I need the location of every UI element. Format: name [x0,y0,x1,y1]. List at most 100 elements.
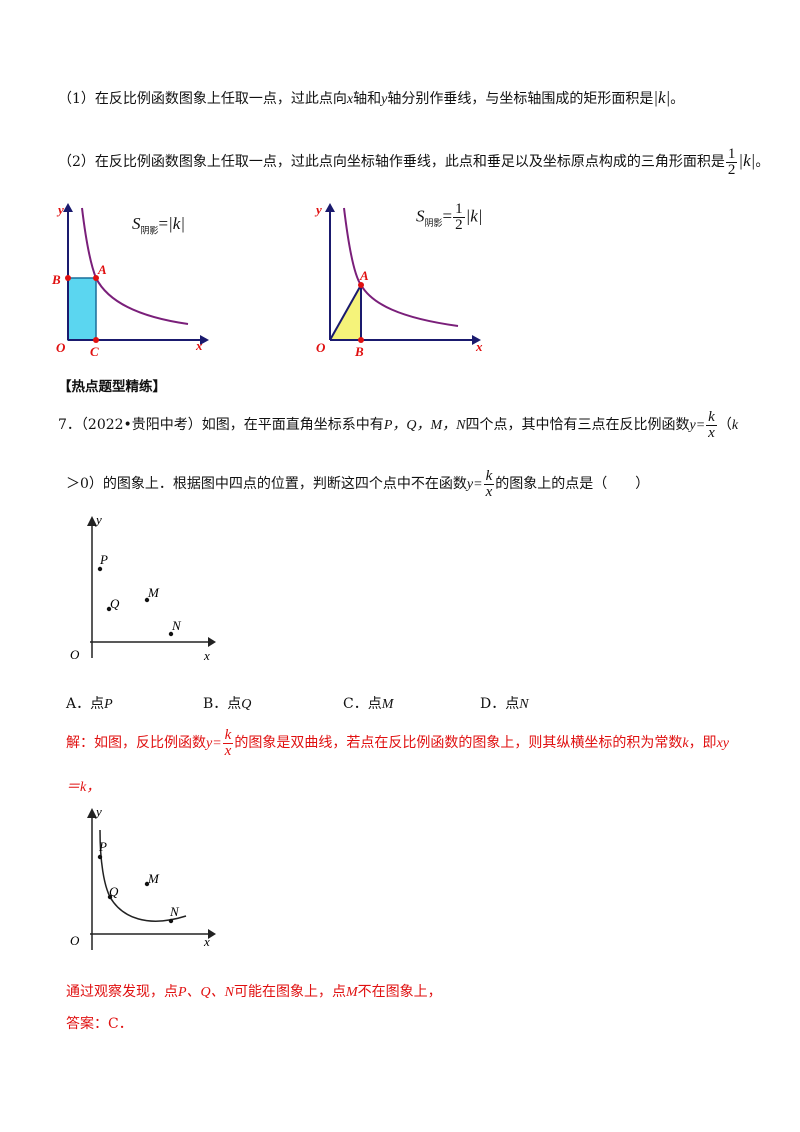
solution-num: k [224,726,232,743]
x-label: x [195,338,203,353]
option-c-point: M [381,697,394,712]
option-d-point: N [519,697,529,712]
question-line1-tail: （ [717,417,732,433]
y-label: y [94,804,102,819]
x-label: x [475,339,483,354]
observe-a: 通过观察发现，点 [66,984,178,1000]
point-b-label: B [51,272,61,287]
x-label: x [203,648,210,663]
point-p-dot [97,566,103,572]
question-points: P，Q，M，N [383,418,466,433]
question-func-y: y= [689,418,706,433]
x-axis-arrow [208,637,216,647]
solution-observation: 通过观察发现，点P、Q、N可能在图象上，点M不在图象上， [66,981,442,1001]
y-axis-arrow [87,808,97,818]
point-n-dot [168,918,174,924]
point-q-label: Q [110,596,120,611]
option-c-letter: C．点 [343,696,382,712]
observe-c: 不在图象上， [357,984,442,1000]
item-2-num: 1 [727,145,736,162]
solution-func-y: y= [206,736,222,751]
point-m-label: M [147,585,160,600]
question-den-2: x [483,483,495,500]
y-axis-arrow [325,203,335,212]
question-k: k [731,418,739,433]
option-c[interactable]: C．点M [343,693,393,713]
point-p-label: P [99,552,108,567]
solution-line-1: 解：如图，反比例函数y= k x 的图象是双曲线，若点在反比例函数的图象上，则其纵横坐… [66,724,729,763]
solution-figure: y x O P Q M N [70,804,216,950]
solution-answer: 答案：C． [66,1016,133,1032]
option-a-letter: A．点 [66,696,105,712]
solution-line1-a: 解：如图，反比例函数 [66,735,206,751]
observe-m: M [346,985,358,1000]
item-1-x: x [346,92,354,107]
formula-rectangle: S阴影=|k| [132,214,185,236]
option-b[interactable]: B．点Q [203,693,251,713]
point-p-dot [97,854,103,860]
origin-label: O [70,933,80,948]
question-den: x [706,424,717,441]
formula-sub: 阴影 [424,218,443,229]
formula-den: 2 [453,217,465,233]
option-d[interactable]: D．点N [480,693,529,713]
item-2-den: 2 [725,161,738,178]
x-axis-arrow [208,929,216,939]
option-b-point: Q [241,697,252,712]
formula-val: |k| [465,206,483,226]
question-line-2: ＞0）的图象上．根据图中四点的位置，判断这四个点中不在函数y= k x 的图象上的点是… [66,467,649,502]
point-b-label: B [354,344,364,359]
observe-points: P、Q、N [178,985,234,1000]
item-2-text: （2）在反比例函数图象上任取一点，过此点向坐标轴作垂线，此点和垂足以及坐标原点构… [58,154,725,170]
point-q-dot [107,894,113,900]
option-a[interactable]: A．点P [66,693,113,713]
point-m-dot [144,881,150,887]
option-d-letter: D．点 [480,696,520,712]
point-n-dot [168,631,174,637]
point-p-label: P [98,839,107,854]
item-1-prefix: （1）在反比例函数图象上任取一点，过此点向 [58,91,347,107]
point-a-dot [93,275,99,281]
figure-triangle: y x O A B [314,202,483,359]
point-a-label: A [359,268,369,283]
y-label: y [94,512,102,527]
y-label: y [314,202,322,217]
item-1-mid1: 轴和 [353,91,382,107]
item-2-end: 。 [755,154,770,170]
question-func-y-2: y= [466,477,483,492]
point-n-label: N [171,618,182,633]
formula-s: S [416,206,425,226]
figure-rectangle: y x O A B C [51,202,209,359]
point-b-dot [65,275,71,281]
formula-eq: = [158,214,169,233]
formula-sub: 阴影 [140,226,159,237]
observe-b: 可能在图象上，点 [234,984,346,1000]
formula-num: 1 [455,201,463,217]
origin-label: O [70,647,80,662]
point-q-label: Q [109,884,119,899]
item-1-y: y [381,92,388,107]
point-a-dot [358,282,364,288]
item-1-mid2: 轴分别作垂线，与坐标轴围成的矩形面积是 [387,91,654,107]
question-line2-start: ＞0）的图象上．根据图中四点的位置，判断这四个点中不在函数 [66,476,467,492]
solution-den: x [222,742,234,759]
point-c-label: C [90,344,99,359]
formula-val: |k| [168,214,186,233]
formula-triangle: S阴影= 1 2 |k| [416,202,483,233]
x-axis-arrow [472,335,481,345]
question-num-2: k [485,467,493,484]
y-axis-arrow [87,516,97,526]
section-title: 【热点题型精练】 [58,379,166,395]
y-axis-arrow [63,203,73,212]
question-figure: y x O P Q M N [70,512,216,663]
point-b-dot [358,337,364,343]
question-line1-rest: 四个点，其中恰有三点在反比例函数 [465,417,690,433]
x-axis-arrow [200,335,209,345]
question-line-1: 7．（2022•贵阳中考）如图，在平面直角坐标系中有P，Q，M，N四个点，其中恰… [58,408,738,443]
formula-eq: = [442,206,453,226]
item-2-line: （2）在反比例函数图象上任取一点，过此点向坐标轴作垂线，此点和垂足以及坐标原点构… [58,140,769,183]
option-b-letter: B．点 [203,696,242,712]
